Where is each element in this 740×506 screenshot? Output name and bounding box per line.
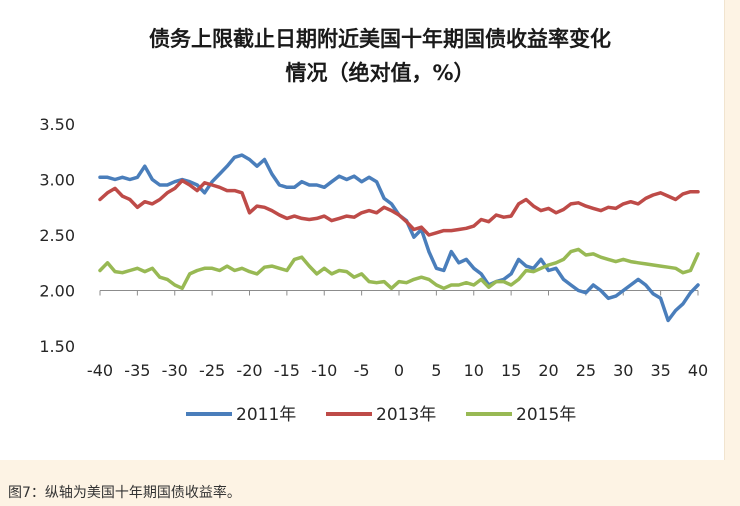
x-tick-label: -40 <box>87 361 113 380</box>
x-tick-label: -10 <box>311 361 337 380</box>
x-tick-label: 15 <box>501 361 521 380</box>
legend: 2011年 2013年 2015年 <box>186 405 576 425</box>
x-tick-label: 5 <box>431 361 441 380</box>
x-tick-label: 40 <box>688 361 708 380</box>
legend-label: 2013年 <box>376 405 436 425</box>
x-tick-label: 10 <box>464 361 484 380</box>
x-tick-label: 30 <box>613 361 633 380</box>
x-tick-label: -15 <box>274 361 300 380</box>
x-tick-label: -5 <box>354 361 370 380</box>
x-tick-label: -25 <box>199 361 225 380</box>
x-tick-label: 20 <box>538 361 558 380</box>
chart-title-line2: 情况（绝对值，%） <box>285 61 474 85</box>
y-tick-label: 2.50 <box>39 226 75 245</box>
y-tick-label: 2.00 <box>39 282 75 301</box>
y-tick-label: 1.50 <box>39 337 75 356</box>
figure-caption: 图7：纵轴为美国十年期国债收益率。 <box>8 485 241 501</box>
x-tick-label: -30 <box>162 361 188 380</box>
line-chart: 债务上限截止日期附近美国十年期国债收益率变化 情况（绝对值，%） 3.50 3.0… <box>39 27 708 425</box>
x-tick-label: 25 <box>576 361 596 380</box>
chart-title-line1: 债务上限截止日期附近美国十年期国债收益率变化 <box>149 27 611 51</box>
chart-card: 债务上限截止日期附近美国十年期国债收益率变化 情况（绝对值，%） 3.50 3.0… <box>0 0 725 460</box>
series-line-2015年 <box>98 247 700 291</box>
series-line-2013年 <box>98 178 700 237</box>
axes: 3.50 3.00 2.50 2.00 1.50 -40 -35 -30 -25 -20 -15 -1… <box>39 115 708 380</box>
legend-label: 2015年 <box>516 405 576 425</box>
series-line-2011年 <box>98 153 700 323</box>
x-tick-label: 35 <box>650 361 670 380</box>
y-tick-label: 3.00 <box>39 171 75 190</box>
x-tick-label: -35 <box>124 361 150 380</box>
y-tick-label: 3.50 <box>39 115 75 134</box>
legend-label: 2011年 <box>236 405 296 425</box>
series-layer <box>98 153 700 323</box>
x-tick-label: -20 <box>236 361 262 380</box>
x-tick-label: 0 <box>394 361 404 380</box>
